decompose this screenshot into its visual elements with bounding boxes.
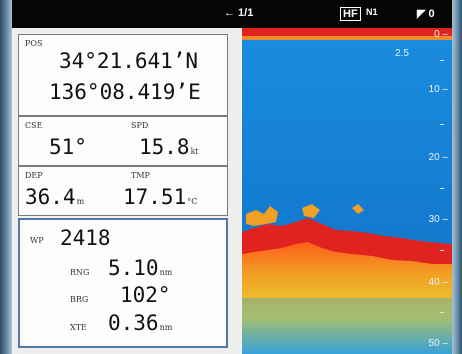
waypoint-box: WP 2418 RNG 5.10nm BRG 102° XTE 0.36nm (18, 218, 228, 348)
position-label: POS (25, 39, 43, 48)
depth-minor-tick (440, 60, 444, 61)
range-indicator: ← 1/1 (224, 7, 254, 19)
fishfinder-screen: ← 1/1 HF N1 ◤ 0 POS 34°21.641’N 136°08.4… (12, 0, 452, 354)
range-label: RNG (70, 268, 90, 277)
course-speed-box: CSE 51° SPD 15.8kt (18, 116, 228, 166)
depth-label: DEP (25, 171, 43, 180)
fish-school-echo (246, 206, 278, 226)
surface-line (242, 28, 452, 36)
sub-bottom-layer (242, 232, 452, 354)
depth-temp-box: DEP 36.4m TMP 17.51°C (18, 166, 228, 216)
depth-minor-tick (440, 124, 444, 125)
depth-minor-tick (440, 312, 444, 313)
depth-scale-10-label: 10 (428, 84, 440, 95)
range-value-group: 5.10nm (108, 256, 172, 280)
temperature-value: 17.51 (123, 185, 187, 209)
depth-unit: m (76, 197, 85, 206)
depth-scale-0: 0 – (434, 29, 448, 40)
depth-scale-40-label: 40 (428, 277, 440, 288)
range-unit: nm (159, 268, 173, 277)
fish-echo (302, 204, 320, 218)
temperature-value-group: 17.51°C (123, 185, 197, 209)
depth-scale-10: 10 – (428, 84, 448, 95)
bearing-value: 102° (120, 283, 171, 307)
device-bezel-right (452, 0, 462, 354)
depth-scale-50: 50 – (428, 338, 448, 349)
frequency-mode-badge: HF (340, 7, 361, 21)
xte-label: XTE (70, 323, 87, 332)
depth-scale-20-label: 20 (428, 152, 440, 163)
range-value: 5.10 (108, 256, 159, 280)
depth-minor-tick (440, 188, 444, 189)
depth-minor-tick (440, 250, 444, 251)
depth-value-group: 36.4m (25, 185, 84, 209)
status-bar: ← 1/1 HF N1 ◤ 0 (12, 0, 452, 28)
gain-indicator: ◤ 0 (417, 8, 435, 20)
deep-noise (242, 298, 452, 354)
position-box: POS 34°21.641’N 136°08.419’E (18, 34, 228, 116)
waypoint-id: 2418 (60, 226, 111, 250)
depth-value: 36.4 (25, 185, 76, 209)
course-label: CSE (25, 121, 43, 130)
temperature-unit: °C (187, 197, 198, 206)
fish-echo (352, 204, 364, 214)
temperature-label: TMP (131, 171, 150, 180)
xte-value: 0.36 (108, 311, 159, 335)
depth-scale-40: 40 – (428, 277, 448, 288)
range-marker: 2.5 (395, 48, 409, 59)
waypoint-label: WP (30, 236, 44, 245)
depth-scale-30-label: 30 (428, 214, 440, 225)
echogram-image (242, 28, 452, 354)
latitude-value: 34°21.641’N (59, 49, 199, 73)
speed-label: SPD (131, 121, 149, 130)
speed-value-group: 15.8kt (139, 135, 199, 159)
frequency-mode-sub: N1 (366, 7, 378, 17)
sonar-echogram: 2.5 0 – 10 – 20 – 30 – 40 – 50 – (242, 28, 452, 354)
device-bezel-left (0, 0, 12, 354)
depth-scale-20: 20 – (428, 152, 448, 163)
course-value: 51° (49, 135, 87, 159)
depth-scale-0-label: 0 (434, 29, 440, 40)
bottom-echo (242, 218, 452, 264)
depth-scale-30: 30 – (428, 214, 448, 225)
xte-unit: nm (159, 323, 173, 332)
bearing-label: BRG (70, 295, 89, 304)
depth-scale-50-label: 50 (428, 338, 440, 349)
speed-unit: kt (190, 147, 199, 156)
xte-value-group: 0.36nm (108, 311, 172, 335)
nav-data-panel: POS 34°21.641’N 136°08.419’E CSE 51° SPD… (12, 28, 240, 354)
surface-line-fade (242, 36, 452, 40)
longitude-value: 136°08.419’E (49, 80, 201, 104)
speed-value: 15.8 (139, 135, 190, 159)
